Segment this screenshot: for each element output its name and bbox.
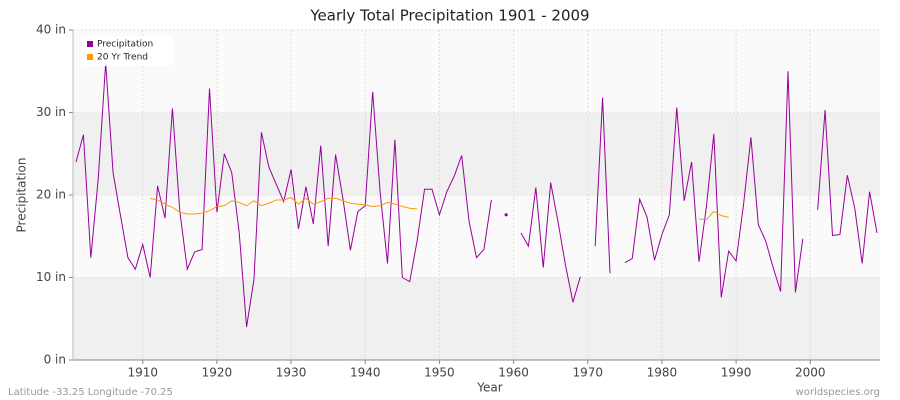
x-tick-label: 1990 [721, 366, 752, 380]
grid-band [73, 277, 880, 360]
x-tick-label: 1950 [424, 366, 455, 380]
legend-swatch [87, 41, 93, 47]
data-line [75, 62, 492, 328]
legend-label: 20 Yr Trend [97, 53, 148, 63]
y-tick-label: 20 in [36, 188, 66, 202]
legend-swatch [87, 54, 93, 60]
x-axis-label: Year [476, 381, 502, 395]
y-tick-label: 40 in [36, 23, 66, 37]
chart-title: Yearly Total Precipitation 1901 - 2009 [309, 7, 589, 25]
data-line [594, 97, 611, 274]
data-line [698, 210, 729, 221]
x-tick-label: 1930 [276, 366, 307, 380]
y-tick-label: 30 in [36, 105, 66, 119]
x-tick-label: 1960 [498, 366, 529, 380]
data-line [520, 182, 581, 303]
data-point [504, 213, 508, 217]
data-line [817, 109, 878, 264]
y-tick-label: 10 in [36, 270, 66, 284]
x-tick-label: 2000 [795, 366, 826, 380]
data-line [150, 196, 418, 215]
legend-label: Precipitation [97, 40, 153, 50]
y-axis-label: Precipitation [15, 157, 29, 232]
legend-box [81, 36, 173, 66]
data-line [624, 71, 804, 298]
x-tick-label: 1970 [572, 366, 603, 380]
x-tick-label: 1920 [202, 366, 233, 380]
footer-source: worldspecies.org [796, 387, 880, 398]
grid-band [73, 112, 880, 195]
x-tick-label: 1910 [127, 366, 158, 380]
y-tick-label: 0 in [44, 353, 66, 367]
x-tick-label: 1940 [350, 366, 381, 380]
footer-location: Latitude -33.25 Longitude -70.25 [8, 387, 173, 398]
x-tick-label: 1980 [647, 366, 678, 380]
